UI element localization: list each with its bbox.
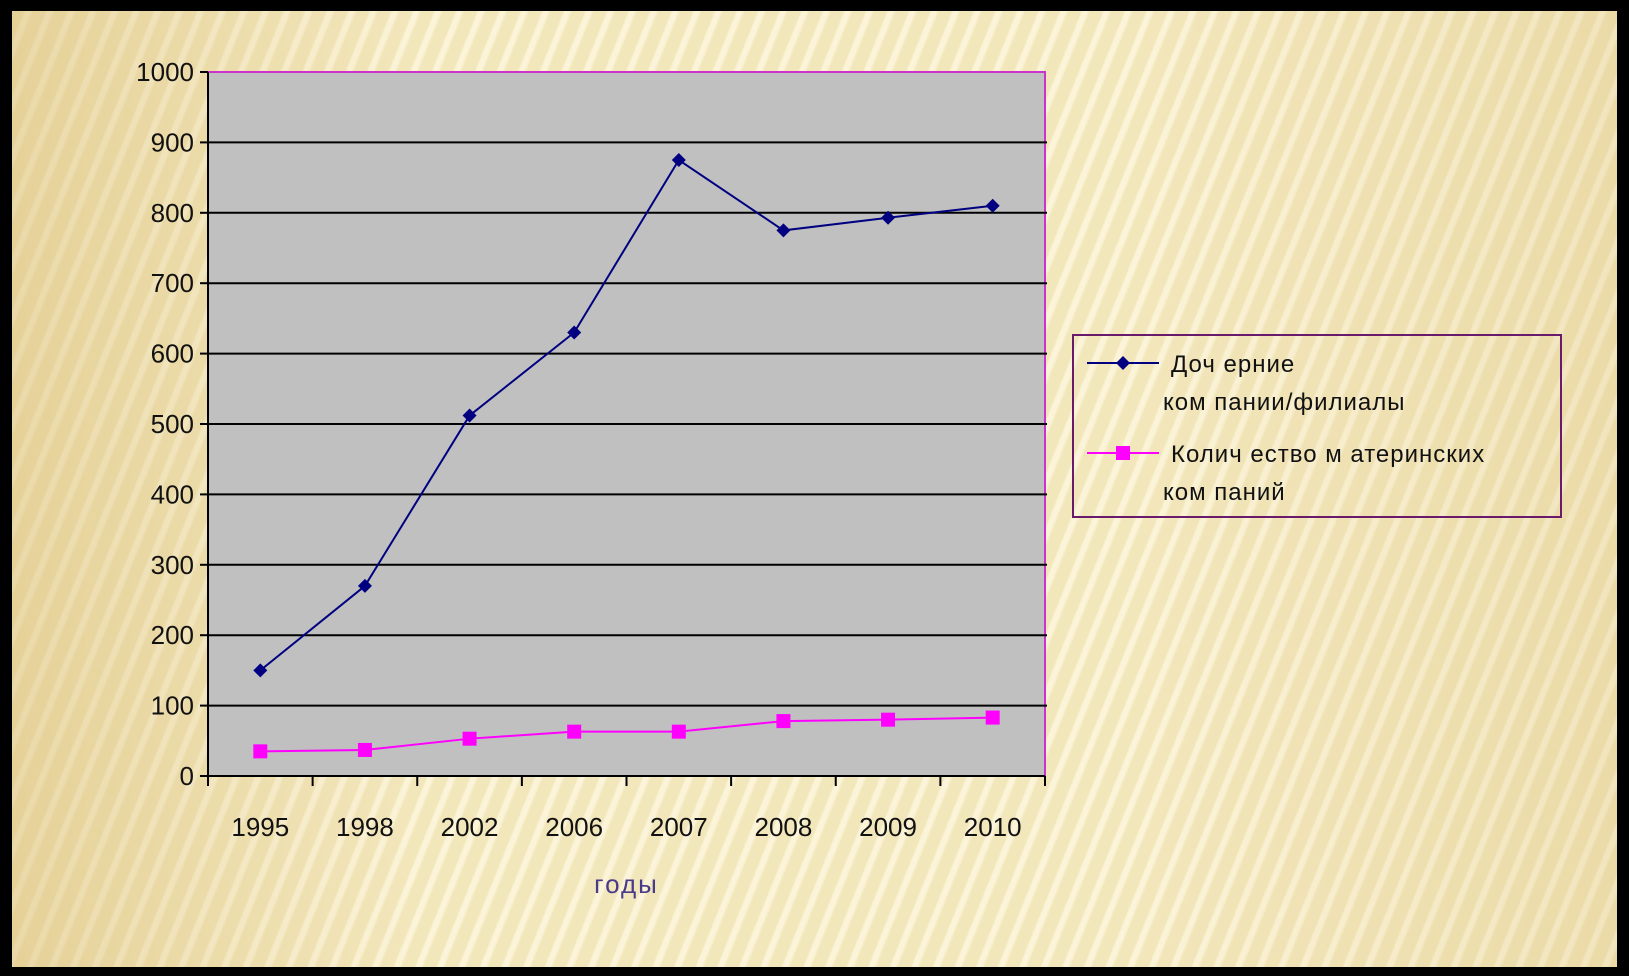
data-point [462,408,477,423]
legend-marker [1116,356,1130,370]
gridlines [208,141,1047,707]
y-tick-label: 0 [180,761,194,791]
legend-label: Доч ерние [1171,351,1295,378]
y-tick-label: 200 [151,620,194,650]
series-1 [253,153,1000,678]
data-point [567,724,582,739]
legend-label: ком пании/филиалы [1163,389,1406,416]
y-tick-label: 1000 [136,57,194,87]
legend: Доч ерние ком пании/филиалы Колич ество м … [1072,334,1562,518]
y-tick-label: 700 [151,268,194,298]
legend-label: Колич ество м атеринских [1171,441,1485,468]
data-point [671,724,686,739]
series-group [253,153,1000,759]
series-line [259,158,993,672]
y-tick-label: 400 [151,479,194,509]
x-axis-ticks: 1995 1998 2002 2006 2007 2008 2009 2010 [207,776,1046,842]
data-point [985,198,1000,213]
x-tick-label: 2010 [964,812,1022,842]
legend-marker [1116,446,1130,460]
y-tick-label: 500 [151,409,194,439]
data-point [253,663,268,678]
y-tick-label: 100 [151,691,194,721]
y-tick-label: 900 [151,127,194,157]
y-tick-label: 300 [151,550,194,580]
data-point [881,210,896,225]
data-point [776,714,791,729]
x-tick-label: 2007 [650,812,708,842]
legend-box [1072,334,1562,518]
x-tick-label: 1998 [336,812,394,842]
y-axis-ticks: 0 100 200 300 400 500 600 700 800 900 1000 [136,57,208,791]
data-point [985,710,1000,725]
data-point [671,153,686,167]
legend-item: Колич ество м атеринских ком паний [1087,441,1485,506]
series-2 [253,710,1000,759]
x-tick-label: 2006 [545,812,603,842]
x-tick-label: 2002 [441,812,499,842]
y-tick-label: 800 [151,198,194,228]
x-tick-label: 2008 [755,812,813,842]
y-tick-label: 600 [151,339,194,369]
data-point [881,712,896,727]
legend-item: Доч ерние ком пании/филиалы [1087,351,1406,416]
data-point [357,742,372,757]
x-axis-label: годы [594,869,659,899]
data-point [253,744,268,759]
x-tick-label: 2009 [859,812,917,842]
x-tick-label: 1995 [231,812,289,842]
data-point [357,578,372,593]
slide-background: 0 100 200 300 400 500 600 700 800 900 1000 1995 199… [12,11,1617,967]
data-point [462,731,477,746]
series-line [260,716,993,753]
data-point [567,325,582,340]
data-point [776,223,791,238]
legend-label: ком паний [1163,479,1286,506]
